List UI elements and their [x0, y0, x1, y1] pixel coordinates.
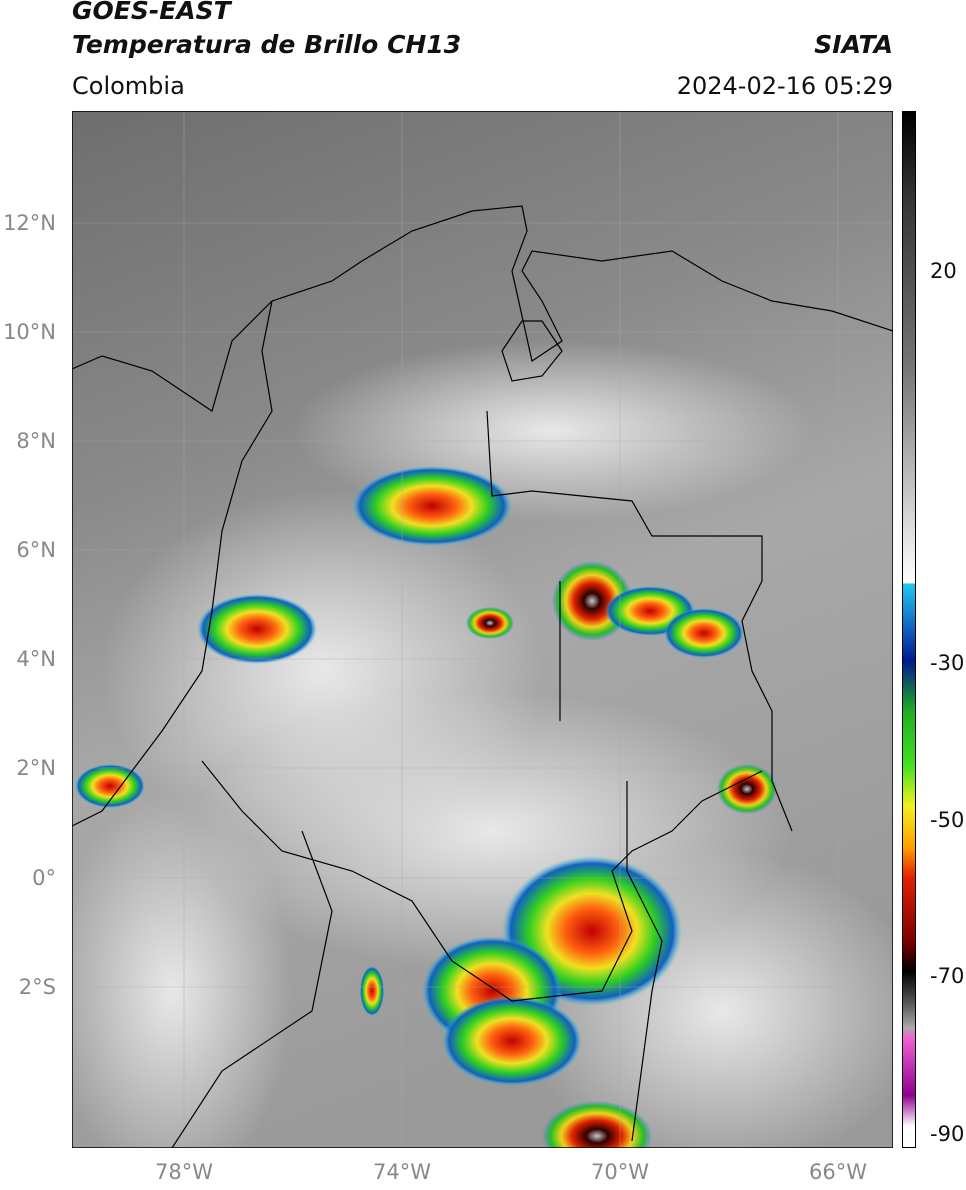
colorbar-tick: -90: [930, 1122, 965, 1146]
lon-label: 78°W: [155, 1160, 213, 1184]
lon-label: 70°W: [591, 1160, 649, 1184]
colorbar-tick: -50: [930, 808, 965, 832]
lon-label: 66°W: [809, 1160, 867, 1184]
subtitle: Temperatura de Brillo CH13: [72, 30, 462, 59]
lat-label: 12°N: [3, 211, 56, 235]
colorbar-tick: 20: [930, 259, 957, 283]
map: [72, 111, 893, 1148]
timestamp: 2024-02-16 05:29: [676, 72, 893, 100]
lon-label: 74°W: [373, 1160, 431, 1184]
title: GOES-EAST: [72, 0, 231, 25]
agency: SIATA: [814, 30, 893, 59]
lat-label: 6°N: [16, 538, 56, 562]
lat-label: 2°S: [18, 975, 56, 999]
colorbar-tick: -30: [930, 651, 965, 675]
lat-label: 8°N: [16, 429, 56, 453]
colorbar-tick: -70: [930, 964, 965, 988]
lat-label: 4°N: [16, 647, 56, 671]
lat-label: 2°N: [16, 756, 56, 780]
colorbar: [902, 111, 916, 1148]
lat-label: 10°N: [3, 320, 56, 344]
lat-label: 0°: [32, 866, 56, 890]
region: Colombia: [72, 72, 185, 100]
